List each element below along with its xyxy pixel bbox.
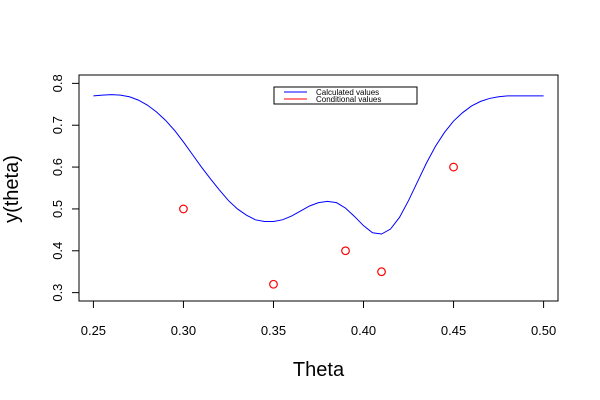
data-point-conditional [269,279,278,289]
x-axis-title: Theta [293,359,345,381]
legend-label-calculated: Calculated values [316,88,379,97]
x-tick-label: 0.45 [441,323,466,338]
y-tick-label: 0.3 [50,284,65,302]
x-tick-label: 0.30 [171,323,196,338]
x-axis: 0.25 0.30 0.35 0.40 0.45 0.50 [81,300,556,338]
series-layer [93,94,544,289]
x-tick-label: 0.50 [531,323,556,338]
y-tick-label: 0.4 [50,242,65,260]
x-tick-label: 0.40 [351,323,376,338]
data-point-conditional [179,204,188,214]
y-tick-label: 0.6 [50,158,65,176]
plot-frame [78,74,559,302]
data-point-conditional [449,162,458,172]
y-tick-label: 0.5 [50,200,65,218]
data-point-conditional [377,267,386,277]
y-axis-title: y(theta) [1,155,23,223]
legend: Calculated values Conditional values [273,86,418,105]
y-tick-label: 0.8 [50,74,65,92]
y-tick-label: 0.7 [50,116,65,134]
x-tick-label: 0.35 [261,323,286,338]
series-line-calculated [93,94,544,235]
y-axis: 0.3 0.4 0.5 0.6 0.7 0.8 [50,74,80,302]
legend-label-conditional: Conditional values [316,95,381,104]
data-point-conditional [341,246,350,256]
x-tick-label: 0.25 [81,323,106,338]
legend-box [273,86,418,105]
